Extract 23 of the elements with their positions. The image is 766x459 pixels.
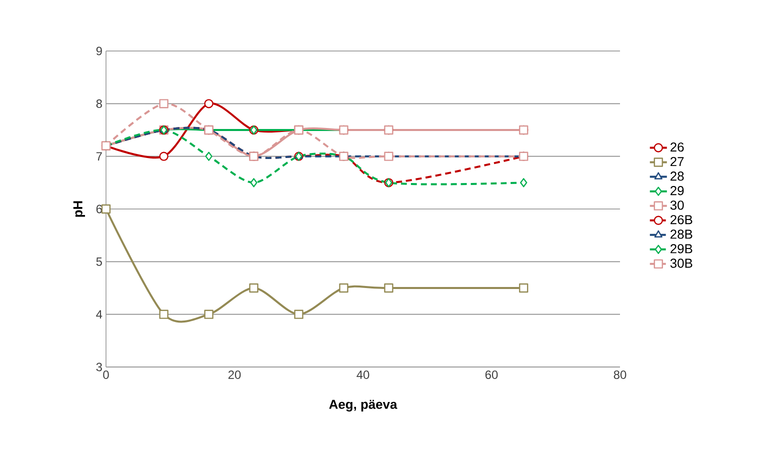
legend-label: 26B: [670, 215, 692, 224]
legend-label: 26: [670, 142, 684, 152]
y-tick-label: 8: [96, 99, 102, 108]
y-axis-title: pH: [73, 201, 85, 217]
y-tick-label: 9: [96, 46, 102, 56]
legend-label: 30B: [670, 258, 692, 268]
y-tick-label: 7: [96, 152, 102, 160]
y-tick-label: 6: [96, 204, 102, 214]
legend-label: 29: [670, 186, 684, 196]
legend-label: 28B: [670, 230, 692, 239]
legend-label: 29B: [670, 244, 692, 254]
y-tick-label: 3: [96, 362, 102, 372]
x-tick-label: 80: [614, 370, 626, 379]
legend-label: 27: [670, 157, 684, 166]
x-tick-label: 40: [356, 370, 370, 379]
x-tick-label: 0: [103, 370, 109, 379]
x-axis-title: Aeg, päeva: [329, 400, 398, 412]
legend-label: 28: [670, 172, 684, 181]
x-tick-label: 60: [485, 370, 498, 379]
y-tick-label: 4: [96, 310, 102, 318]
legend-label: 30: [670, 200, 684, 210]
y-tick-label: 5: [96, 258, 102, 266]
x-tick-label: 20: [228, 370, 241, 379]
